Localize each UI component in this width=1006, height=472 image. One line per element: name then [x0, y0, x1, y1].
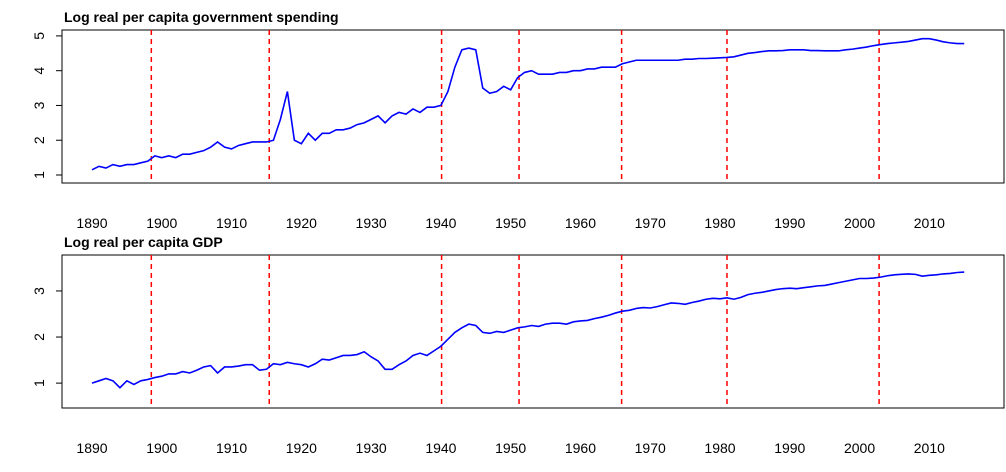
- x-tick-label: 1950: [495, 440, 526, 456]
- x-tick-label: 1930: [356, 215, 387, 231]
- x-tick-label: 2000: [844, 440, 875, 456]
- chart-title: Log real per capita GDP: [64, 234, 223, 250]
- x-tick-label: 1900: [146, 215, 177, 231]
- x-tick-label: 1970: [635, 215, 666, 231]
- y-tick-label: 1: [31, 171, 47, 179]
- x-tick-label: 1970: [635, 440, 666, 456]
- x-tick-label: 1910: [216, 440, 247, 456]
- plot-frame: [61, 29, 1005, 184]
- x-tick-label: 1900: [146, 440, 177, 456]
- y-tick-label: 1: [31, 379, 47, 387]
- y-tick-label: 3: [31, 287, 47, 295]
- x-tick-label: 1980: [704, 215, 735, 231]
- y-tick-label: 4: [31, 67, 47, 75]
- y-tick-label: 2: [31, 136, 47, 144]
- x-tick-label: 1990: [774, 440, 805, 456]
- x-tick-label: 1950: [495, 215, 526, 231]
- x-tick-label: 1930: [356, 440, 387, 456]
- x-tick-label: 2000: [844, 215, 875, 231]
- x-tick-label: 1940: [425, 440, 456, 456]
- x-tick-label: 1920: [286, 215, 317, 231]
- x-tick-label: 1890: [76, 215, 107, 231]
- chart-title: Log real per capita government spending: [64, 9, 339, 25]
- x-tick-label: 1890: [76, 440, 107, 456]
- plot-frame: [61, 254, 1005, 409]
- y-tick-label: 3: [31, 101, 47, 109]
- x-tick-label: 1920: [286, 440, 317, 456]
- y-tick-label: 5: [31, 32, 47, 40]
- x-tick-label: 1910: [216, 215, 247, 231]
- x-tick-label: 2010: [914, 440, 945, 456]
- x-tick-label: 1990: [774, 215, 805, 231]
- y-tick-label: 2: [31, 333, 47, 341]
- x-tick-label: 1940: [425, 215, 456, 231]
- x-tick-label: 1960: [565, 440, 596, 456]
- x-tick-label: 1960: [565, 215, 596, 231]
- data-line: [91, 271, 965, 389]
- x-tick-label: 1980: [704, 440, 735, 456]
- data-line: [91, 37, 965, 171]
- x-tick-label: 2010: [914, 215, 945, 231]
